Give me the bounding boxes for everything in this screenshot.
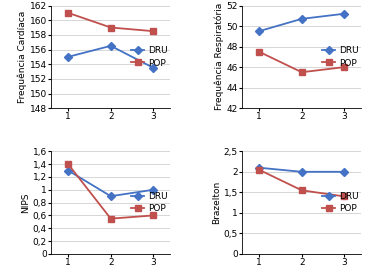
Y-axis label: Brazelton: Brazelton [212, 181, 221, 224]
Legend: DRU, POP: DRU, POP [129, 44, 169, 70]
Y-axis label: NIPS: NIPS [21, 192, 30, 213]
DRU [257, 30, 261, 33]
DRU [108, 44, 113, 47]
POP [257, 50, 261, 53]
Y-axis label: Frequência Respiratória: Frequência Respiratória [214, 3, 224, 110]
Line: DRU: DRU [256, 11, 347, 34]
POP [151, 30, 155, 33]
POP [108, 217, 113, 220]
Legend: DRU, POP: DRU, POP [129, 190, 169, 215]
POP [66, 11, 70, 15]
DRU [66, 169, 70, 172]
DRU [300, 170, 304, 173]
DRU [108, 195, 113, 198]
POP [66, 163, 70, 166]
DRU [300, 17, 304, 20]
POP [300, 71, 304, 74]
Line: DRU: DRU [65, 168, 156, 199]
Line: POP: POP [65, 10, 156, 34]
POP [342, 195, 346, 198]
Line: DRU: DRU [65, 43, 156, 71]
POP [151, 214, 155, 217]
DRU [257, 166, 261, 169]
Line: DRU: DRU [256, 165, 347, 175]
POP [300, 189, 304, 192]
Line: POP: POP [65, 161, 156, 221]
Y-axis label: Frequência Cardíaca: Frequência Cardíaca [18, 11, 27, 103]
Legend: DRU, POP: DRU, POP [320, 44, 361, 70]
Legend: DRU, POP: DRU, POP [320, 190, 361, 215]
DRU [151, 188, 155, 192]
POP [342, 65, 346, 69]
Line: POP: POP [256, 49, 347, 75]
Line: POP: POP [256, 167, 347, 199]
POP [257, 168, 261, 171]
DRU [151, 66, 155, 70]
POP [108, 26, 113, 29]
DRU [342, 12, 346, 15]
DRU [66, 55, 70, 59]
DRU [342, 170, 346, 173]
